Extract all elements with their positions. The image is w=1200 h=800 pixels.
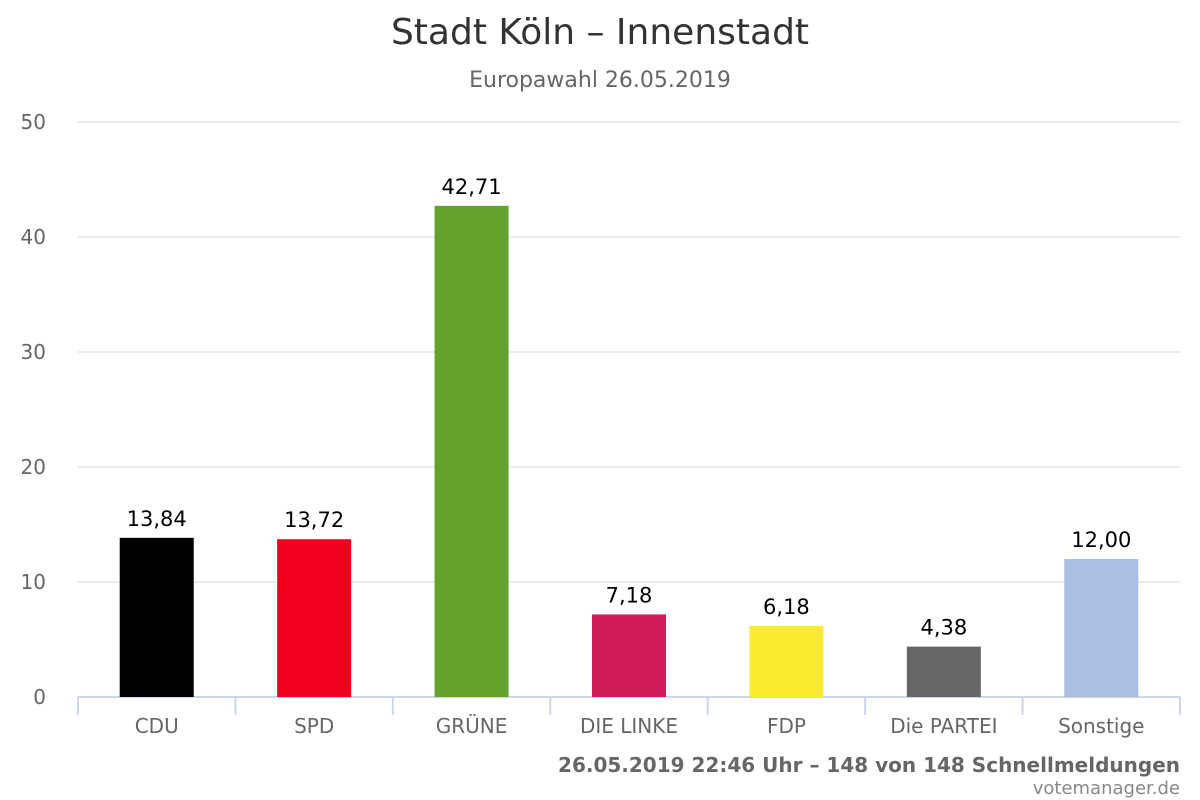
y-tick-label: 30	[21, 340, 46, 364]
data-label: 12,00	[1071, 528, 1131, 552]
bar	[277, 539, 352, 697]
x-tick-label: DIE LINKE	[580, 714, 678, 738]
bar	[749, 625, 824, 697]
bar	[434, 205, 509, 697]
y-tick-label: 0	[33, 685, 46, 709]
source-link[interactable]: votemanager.de	[1032, 778, 1180, 799]
credits-text: 26.05.2019 22:46 Uhr – 148 von 148 Schne…	[558, 753, 1180, 777]
data-label: 4,38	[920, 616, 967, 640]
chart-subtitle: Europawahl 26.05.2019	[469, 68, 731, 93]
bar	[119, 537, 194, 697]
data-label: 6,18	[763, 595, 810, 619]
x-tick-label: GRÜNE	[436, 714, 508, 738]
data-label: 13,72	[284, 508, 344, 532]
x-tick-label: SPD	[294, 714, 334, 738]
x-tick-label: Sonstige	[1058, 714, 1144, 738]
chart-title: Stadt Köln – Innenstadt	[390, 12, 810, 53]
x-tick-label: CDU	[135, 714, 179, 738]
bar	[1064, 559, 1139, 697]
x-tick-label: FDP	[767, 714, 806, 738]
y-tick-label: 10	[21, 570, 46, 594]
bar	[592, 614, 666, 697]
y-tick-label: 20	[21, 455, 46, 479]
data-label: 7,18	[606, 583, 653, 607]
y-tick-label: 50	[21, 110, 46, 134]
bar	[906, 646, 981, 697]
data-label: 42,71	[442, 175, 502, 199]
y-tick-label: 40	[21, 225, 46, 249]
x-tick-label: Die PARTEI	[890, 714, 997, 738]
data-label: 13,84	[127, 507, 187, 531]
